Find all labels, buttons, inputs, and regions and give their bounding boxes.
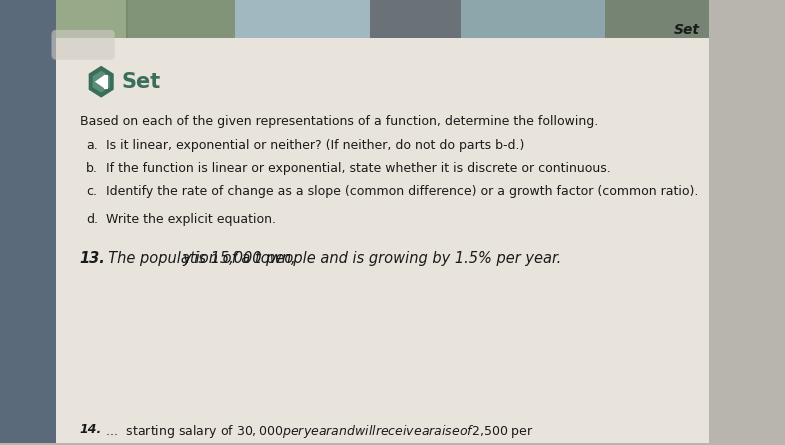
- FancyBboxPatch shape: [0, 0, 56, 443]
- Text: a.: a.: [86, 139, 97, 153]
- Text: 13.: 13.: [79, 251, 105, 266]
- FancyBboxPatch shape: [461, 0, 605, 38]
- Polygon shape: [95, 75, 105, 89]
- FancyBboxPatch shape: [371, 0, 461, 38]
- Text: The population of a town,: The population of a town,: [100, 251, 301, 266]
- FancyBboxPatch shape: [605, 0, 710, 38]
- FancyBboxPatch shape: [52, 30, 115, 60]
- Polygon shape: [89, 66, 114, 97]
- Text: Based on each of the given representations of a function, determine the followin: Based on each of the given representatio…: [79, 114, 597, 128]
- Text: Identify the rate of change as a slope (common difference) or a growth factor (c: Identify the rate of change as a slope (…: [97, 185, 698, 198]
- Text: b.: b.: [86, 162, 97, 175]
- Text: , is 15,000 people and is growing by 1.5% per year.: , is 15,000 people and is growing by 1.5…: [185, 251, 562, 266]
- Text: ...  starting salary of $30,000 per year and will receive a raise of $2,500 per: ... starting salary of $30,000 per year …: [97, 424, 533, 441]
- Text: y: y: [182, 251, 191, 266]
- Text: 14.: 14.: [79, 424, 102, 437]
- Text: Is it linear, exponential or neither? (If neither, do not do parts b-d.): Is it linear, exponential or neither? (I…: [97, 139, 524, 153]
- FancyBboxPatch shape: [235, 0, 371, 38]
- Text: Write the explicit equation.: Write the explicit equation.: [97, 213, 276, 226]
- FancyBboxPatch shape: [56, 0, 128, 38]
- FancyBboxPatch shape: [126, 0, 235, 38]
- FancyBboxPatch shape: [104, 75, 108, 89]
- Text: Set: Set: [674, 23, 700, 37]
- Text: If the function is linear or exponential, state whether it is discrete or contin: If the function is linear or exponential…: [97, 162, 610, 175]
- Polygon shape: [93, 71, 110, 93]
- Text: c.: c.: [86, 185, 97, 198]
- FancyBboxPatch shape: [56, 0, 710, 38]
- FancyBboxPatch shape: [56, 0, 710, 443]
- Text: d.: d.: [86, 213, 98, 226]
- Text: Set: Set: [121, 72, 160, 92]
